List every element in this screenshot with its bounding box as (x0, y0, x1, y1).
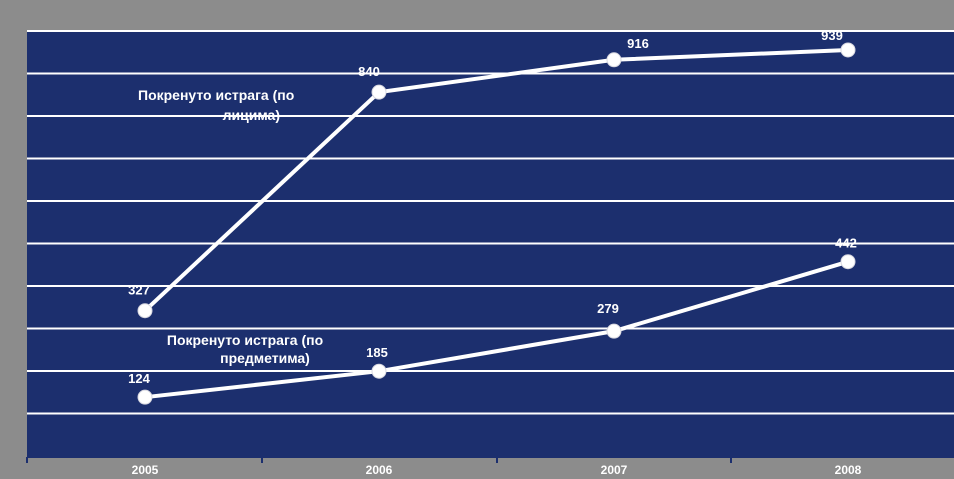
data-point (137, 389, 153, 405)
x-tick-label: 2005 (132, 463, 159, 477)
data-point (606, 323, 622, 339)
data-labels: 327 840 916 939 124 185 279 442 (128, 28, 857, 386)
data-points (137, 42, 856, 405)
data-label: 916 (627, 36, 649, 51)
series-line-cases (144, 259, 849, 400)
x-tick-label: 2007 (601, 463, 628, 477)
x-axis-tick-labels: 2005 2006 2007 2008 (132, 463, 862, 477)
x-axis-ticks (26, 457, 732, 463)
data-label: 939 (821, 28, 843, 43)
data-label: 840 (358, 64, 380, 79)
series-lines (143, 47, 849, 400)
x-tick-label: 2008 (835, 463, 862, 477)
data-point (840, 254, 856, 270)
data-label: 327 (128, 283, 150, 298)
gridlines (27, 30, 954, 415)
data-point (371, 363, 387, 379)
data-point (606, 52, 622, 68)
data-label: 279 (597, 301, 619, 316)
series-label-persons-line2: лицима) (223, 107, 280, 123)
data-point (137, 303, 153, 319)
series-label-cases-line2: предметима) (220, 350, 310, 366)
data-point (371, 84, 387, 100)
data-label: 442 (835, 236, 857, 251)
data-label: 124 (128, 371, 150, 386)
series-label-cases-line1: Покренуто истрага (по (167, 332, 323, 348)
data-point (840, 42, 856, 58)
series-label-persons-line1: Покренуто истрага (по (138, 87, 294, 103)
series-line-persons (143, 47, 849, 313)
x-tick-label: 2006 (366, 463, 393, 477)
data-label: 185 (366, 345, 388, 360)
